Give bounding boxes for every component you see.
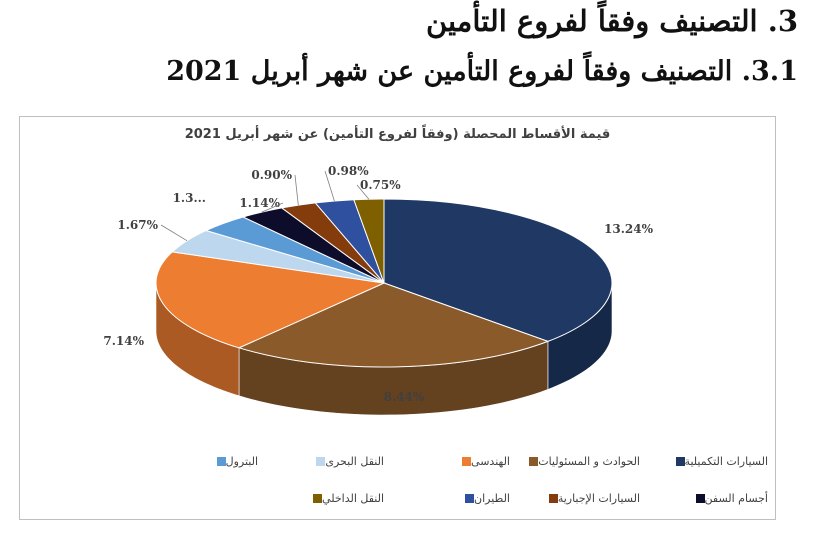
leader-line-3 [160, 224, 188, 242]
pie-chart: 13.24% 8.44% 7.14% 1.67% 1.3... 1.14% 0.90% 0.9… [103, 164, 654, 416]
legend-swatch [313, 493, 323, 503]
legend-label: أجسام السفن [704, 491, 769, 505]
leader-line-5 [261, 202, 284, 213]
legend-item-4: البترول [211, 453, 258, 469]
legend-swatch [465, 493, 475, 503]
data-label-8: 0.75% [360, 178, 401, 192]
legend-label: النقل البحرى [325, 454, 384, 468]
legend-swatch [695, 493, 705, 503]
data-label-0: 13.24% [604, 222, 654, 236]
legend-label: الهندسى [471, 454, 510, 468]
pie-chart-frame: 13.24% 8.44% 7.14% 1.67% 1.3... 1.14% 0.90% 0.9… [19, 116, 776, 520]
data-label-3: 1.67% [117, 218, 158, 232]
pie-labels: 13.24% 8.44% 7.14% 1.67% 1.3... 1.14% 0.90% 0.9… [103, 164, 653, 404]
legend-item-0: السيارات التكميلية [670, 453, 768, 469]
legend-item-5: أجسام السفن [690, 490, 769, 506]
data-label-4: 1.3... [173, 191, 206, 205]
legend-swatch [548, 493, 558, 503]
legend-swatch [316, 456, 326, 466]
legend-swatch [216, 456, 226, 466]
leader-line-8 [356, 184, 370, 200]
data-label-2: 7.14% [103, 334, 144, 348]
data-label-5: 1.14% [239, 196, 280, 210]
legend-item-8: النقل الداخلي [307, 490, 384, 506]
pie-slice-2 [155, 251, 386, 349]
legend-item-7: الطيران [459, 490, 510, 506]
legend-item-1: الحوادث و المسئوليات [523, 453, 640, 469]
legend-item-2: الهندسى [456, 453, 510, 469]
subsection-heading: 3.1. التصنيف وفقاً لفروع التأمين عن شهر … [166, 56, 798, 87]
pie-slice-1 [237, 282, 550, 368]
leader-line-6 [294, 174, 299, 206]
legend-label: الحوادث و المسئوليات [538, 454, 640, 468]
section-heading: 3. التصنيف وفقاً لفروع التأمين [425, 4, 798, 38]
data-label-1: 8.44% [384, 390, 425, 404]
legend-swatch [462, 456, 472, 466]
chart-title: قيمة الأقساط المحصلة (وفقاً لفروع التأمي… [184, 127, 611, 142]
legend-label: النقل الداخلي [322, 491, 384, 505]
data-label-7: 0.98% [328, 164, 369, 178]
legend-item-6: السيارات الإجبارية [543, 490, 640, 506]
legend-swatch [675, 456, 685, 466]
legend-label: السيارات الإجبارية [557, 491, 640, 505]
legend-label: البترول [225, 454, 258, 468]
legend-swatch [529, 456, 539, 466]
leader-line-7 [324, 170, 335, 202]
legend-label: السيارات التكميلية [684, 454, 768, 468]
pie-top [155, 198, 613, 368]
pie-slice-0 [383, 198, 613, 342]
data-label-6: 0.90% [251, 168, 292, 182]
legend-item-3: النقل البحرى [310, 453, 384, 469]
legend-label: الطيران [474, 491, 510, 505]
